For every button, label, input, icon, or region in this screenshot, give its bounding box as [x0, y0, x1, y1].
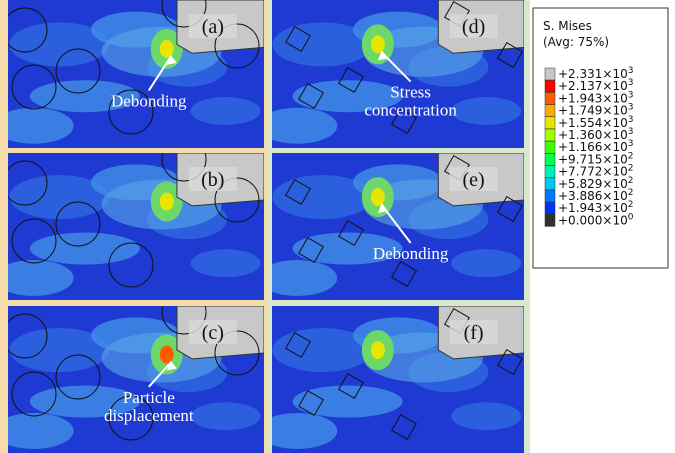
- panel-label: (f): [464, 322, 484, 344]
- panel: (c) Particledisplacement: [0, 290, 264, 453]
- panel-label: (d): [462, 16, 485, 38]
- legend-swatch: [545, 214, 555, 226]
- legend-exponent: 2: [628, 151, 634, 161]
- legend-exponent: 0: [628, 212, 634, 222]
- legend-swatch: [545, 178, 555, 190]
- annotation: Stress: [390, 83, 431, 102]
- legend-exponent: 3: [628, 103, 634, 113]
- stress-region: [191, 97, 261, 125]
- legend-swatch: [545, 202, 555, 214]
- legend-swatch: [545, 166, 555, 178]
- stress-region: [191, 402, 261, 430]
- panel-label: (c): [202, 322, 224, 344]
- stress-region: [451, 249, 521, 277]
- annotation: displacement: [104, 406, 194, 425]
- panel: (a) Debonding: [0, 0, 264, 148]
- panel-label: (a): [202, 16, 224, 38]
- legend-swatch: [545, 68, 555, 80]
- legend-exponent: 3: [628, 66, 634, 76]
- panel-label: (e): [462, 169, 484, 191]
- legend-exponent: 2: [628, 200, 634, 210]
- hotspot-core: [160, 40, 174, 58]
- legend-exponent: 3: [628, 127, 634, 137]
- legend-swatch: [545, 92, 555, 104]
- hotspot-core: [160, 193, 174, 211]
- legend-exponent: 3: [628, 139, 634, 149]
- hotspot-core: [371, 35, 385, 53]
- annotation: Particle: [123, 388, 175, 407]
- legend-swatch: [545, 190, 555, 202]
- panel: (e) Debonding: [257, 153, 524, 300]
- panel-content: [0, 290, 264, 453]
- panel: (d) Stressconcentration: [257, 0, 524, 148]
- stress-region: [451, 97, 521, 125]
- legend-swatch: [545, 129, 555, 141]
- stress-region: [451, 402, 521, 430]
- legend-swatch: [545, 141, 555, 153]
- legend-title: S. Mises: [543, 19, 592, 33]
- legend-swatch: [545, 117, 555, 129]
- stress-region: [191, 249, 261, 277]
- annotation: Debonding: [373, 244, 449, 263]
- panel-content: [0, 137, 264, 300]
- panel: (f): [257, 306, 524, 453]
- legend-swatch: [545, 153, 555, 165]
- hotspot-core: [371, 188, 385, 206]
- legend-exponent: 2: [628, 164, 634, 174]
- legend-subtitle: (Avg: 75%): [543, 35, 609, 49]
- legend-exponent: 2: [628, 176, 634, 186]
- annotation: Debonding: [111, 92, 187, 111]
- legend-exponent: 2: [628, 188, 634, 198]
- legend-value: +0.000×10: [558, 213, 628, 227]
- hotspot-core: [160, 346, 174, 364]
- legend-label: +0.000×100: [558, 212, 634, 227]
- hotspot-core: [371, 341, 385, 359]
- legend-swatch: [545, 105, 555, 117]
- legend-exponent: 3: [628, 78, 634, 88]
- panel: (b): [0, 137, 264, 300]
- legend-swatch: [545, 80, 555, 92]
- figure: S. Mises (Avg: 75%) (a) Debonding (b) (c) Pa…: [0, 0, 675, 453]
- panel-label: (b): [201, 169, 224, 191]
- legend-exponent: 3: [628, 90, 634, 100]
- annotation: concentration: [364, 101, 457, 120]
- legend-exponent: 3: [628, 115, 634, 125]
